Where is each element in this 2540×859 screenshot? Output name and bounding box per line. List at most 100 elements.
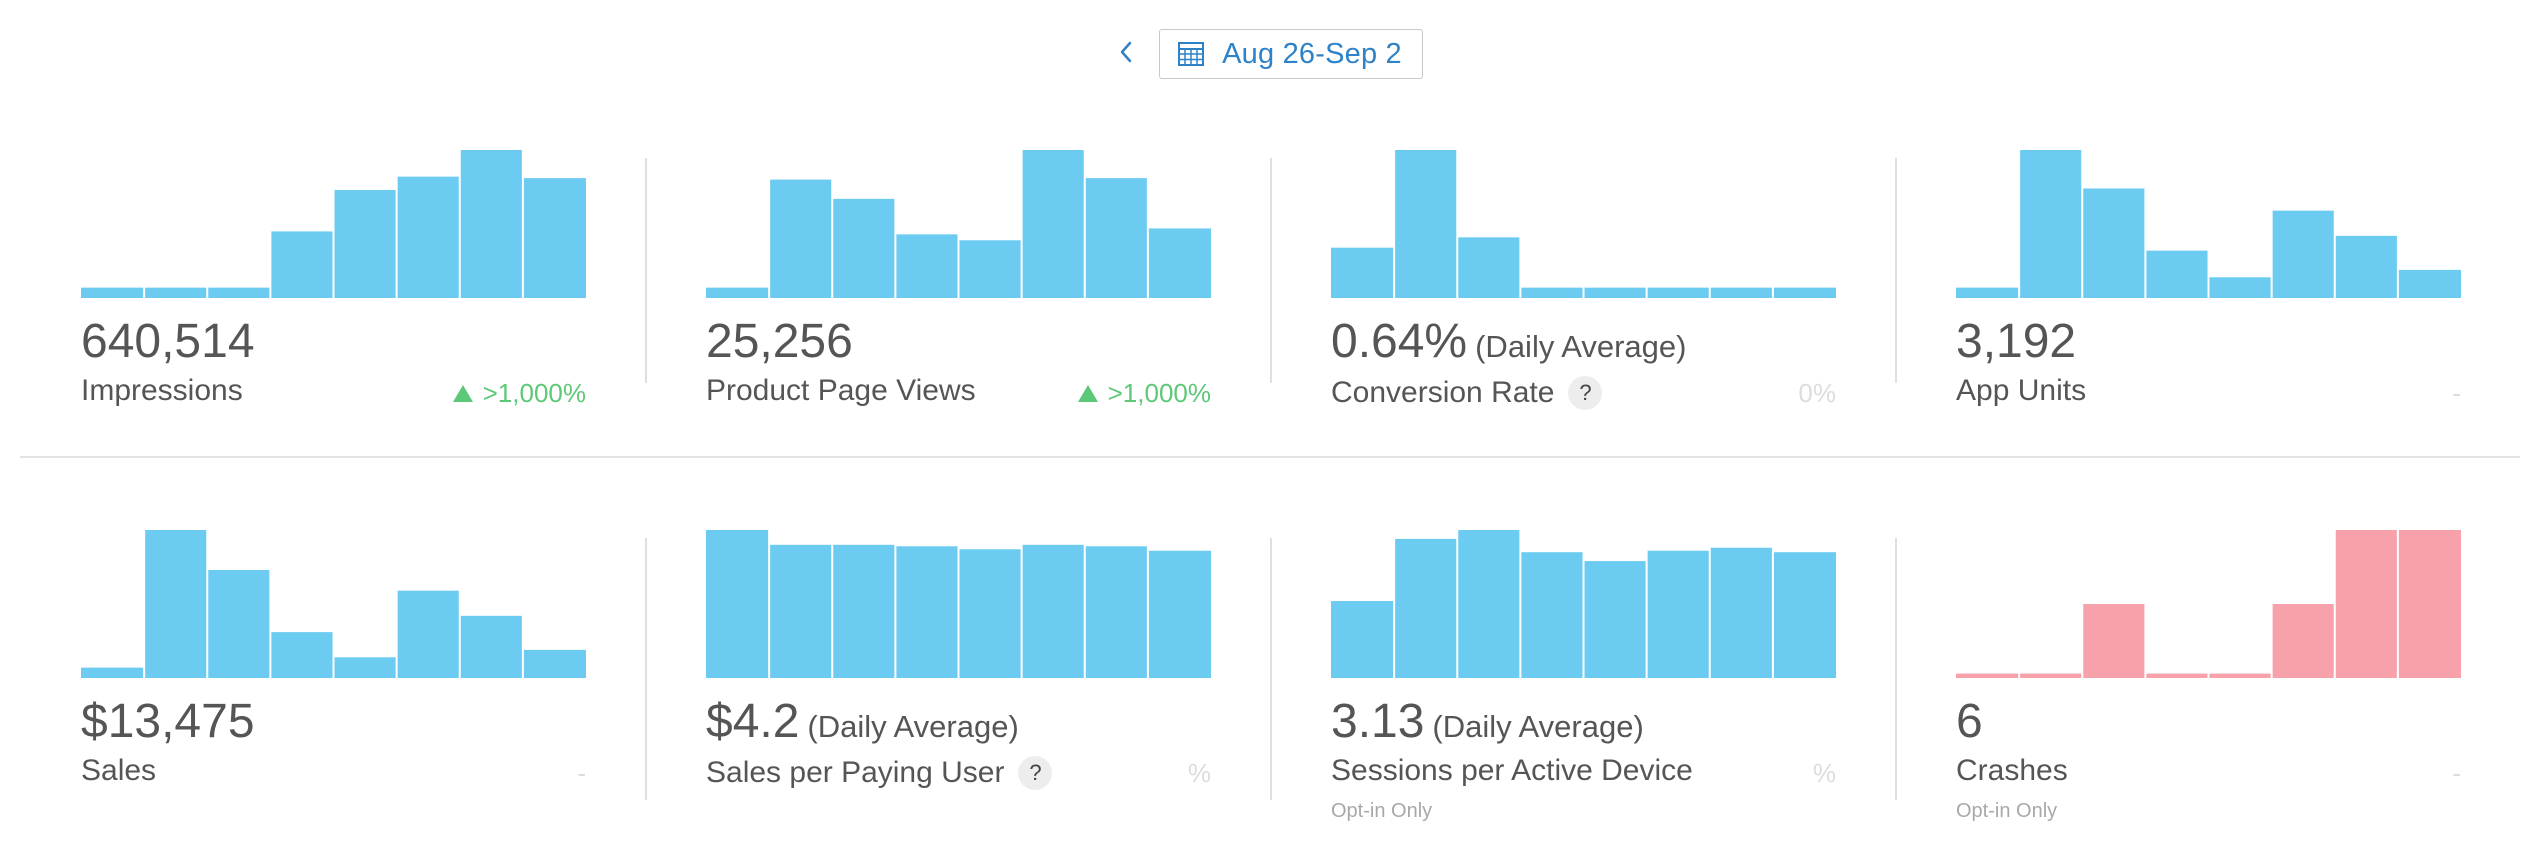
chart-bar [1710, 547, 1772, 678]
metric-value-number: $4.2 [706, 695, 800, 748]
help-icon[interactable]: ? [1018, 756, 1053, 790]
metric-card-sessions-per-active-device[interactable]: 3.13 (Daily Average) Sessions per Active D… [1270, 530, 1897, 830]
metric-label: Product Page Views [706, 376, 976, 406]
metric-change-text: >1,000% [482, 378, 586, 408]
chart-bar [770, 179, 832, 298]
chart-bar [523, 178, 586, 298]
metric-label: Impressions [81, 376, 243, 406]
bar-chart [81, 150, 586, 298]
help-icon[interactable]: ? [1568, 376, 1603, 410]
chart-bar [2083, 604, 2145, 678]
bar-chart-svg [1956, 150, 2461, 298]
chevron-left-icon [1119, 40, 1133, 69]
metric-value: $13,475 [81, 698, 255, 746]
metric-label-text: Impressions [81, 374, 243, 407]
chart-bar [959, 549, 1021, 678]
metric-card-crashes[interactable]: 6 Crashes - Opt-in Only [1895, 530, 2520, 830]
chart-bar [208, 287, 270, 298]
metric-change-text: % [1812, 758, 1836, 788]
card-divider [645, 158, 647, 383]
chart-bar [2146, 673, 2208, 678]
opt-in-note: Opt-in Only [1956, 800, 2058, 822]
metric-change-text: 0% [1798, 378, 1836, 408]
chart-bar [1022, 150, 1084, 298]
chart-bar [334, 657, 396, 678]
metric-change: - [577, 760, 586, 786]
metric-change-text: % [1187, 758, 1211, 788]
chart-bar [208, 569, 270, 678]
metric-card-conversion-rate[interactable]: 0.64% (Daily Average) Conversion Rate? 0% [1270, 150, 1897, 430]
bar-chart [1331, 150, 1836, 298]
metric-change-text: - [2452, 378, 2461, 408]
calendar-icon [1178, 42, 1205, 66]
chart-bar [1584, 287, 1646, 298]
metric-card-sales-per-paying-user[interactable]: $4.2 (Daily Average) Sales per Paying User… [645, 530, 1272, 830]
metric-change: >1,000% [452, 378, 586, 408]
chart-bar [145, 530, 207, 678]
metric-change: % [1188, 760, 1211, 786]
bar-chart [1956, 530, 2461, 678]
bar-chart [706, 530, 1211, 678]
metric-value-suffix: (Daily Average) [1432, 709, 1644, 744]
metric-change: % [1813, 760, 1836, 786]
chart-bar [1458, 530, 1520, 678]
metric-value: 6 [1956, 698, 1983, 746]
metric-change-text: - [577, 758, 586, 788]
date-range-button[interactable]: Aug 26-Sep 2 [1159, 29, 1423, 79]
bar-chart-svg [81, 150, 586, 298]
metric-change-text: >1,000% [1107, 378, 1211, 408]
metric-value-number: 0.64% [1331, 315, 1468, 368]
metric-change: >1,000% [1077, 378, 1211, 408]
metric-label: Sales [81, 756, 156, 786]
chart-bar [81, 287, 144, 298]
card-divider [1895, 538, 1897, 800]
metric-label-text: Sessions per Active Device [1331, 754, 1693, 787]
bar-chart [1956, 150, 2461, 298]
metric-value: 0.64% (Daily Average) [1331, 318, 1686, 366]
chart-bar [1148, 228, 1211, 298]
chart-bar [2398, 269, 2461, 298]
chart-bar [1458, 237, 1520, 298]
card-divider [1270, 538, 1272, 800]
metric-label-text: Sales [81, 754, 157, 787]
chart-bar [1022, 544, 1084, 678]
bar-chart-svg [706, 150, 1211, 298]
bar-chart-svg [706, 530, 1211, 678]
chart-bar [706, 530, 769, 678]
metric-label-text: Product Page Views [706, 374, 976, 407]
chart-bar [460, 615, 522, 678]
chart-bar [1331, 247, 1394, 298]
chart-bar [1521, 287, 1583, 298]
chart-bar [2272, 210, 2334, 298]
metric-value-number: 3.13 [1331, 695, 1425, 748]
metric-value: 25,256 [706, 318, 853, 366]
chart-bar [1521, 552, 1583, 678]
chart-bar [2209, 277, 2271, 298]
metric-card-impressions[interactable]: 640,514 Impressions >1,000% [20, 150, 647, 430]
metric-value-suffix: (Daily Average) [1475, 329, 1687, 364]
chart-bar [1956, 673, 2019, 678]
metric-card-product-page-views[interactable]: 25,256 Product Page Views >1,000% [645, 150, 1272, 430]
chart-bar [460, 150, 522, 298]
metric-card-sales[interactable]: $13,475 Sales - [20, 530, 647, 830]
bar-chart-svg [1331, 150, 1836, 298]
chart-bar [1710, 287, 1772, 298]
chart-bar [706, 287, 769, 298]
chart-bar [397, 590, 459, 678]
metric-card-app-units[interactable]: 3,192 App Units - [1895, 150, 2520, 430]
metrics-row-2: $13,475 Sales - $4.2 (Daily Average) Sales p… [20, 530, 2520, 830]
chart-bar [1331, 601, 1394, 678]
chart-bar [833, 544, 895, 678]
metric-label: App Units [1956, 376, 2086, 406]
bar-chart-svg [1331, 530, 1836, 678]
card-divider [1895, 158, 1897, 383]
chart-bar [1647, 550, 1709, 678]
bar-chart [1331, 530, 1836, 678]
chart-bar [833, 198, 895, 298]
metric-value: 640,514 [81, 318, 255, 366]
chart-bar [959, 240, 1021, 298]
previous-period-button[interactable] [1111, 28, 1141, 80]
date-range-label: Aug 26-Sep 2 [1222, 37, 1402, 70]
chart-bar [2398, 530, 2461, 678]
metric-label-text: Sales per Paying User [706, 756, 1005, 789]
